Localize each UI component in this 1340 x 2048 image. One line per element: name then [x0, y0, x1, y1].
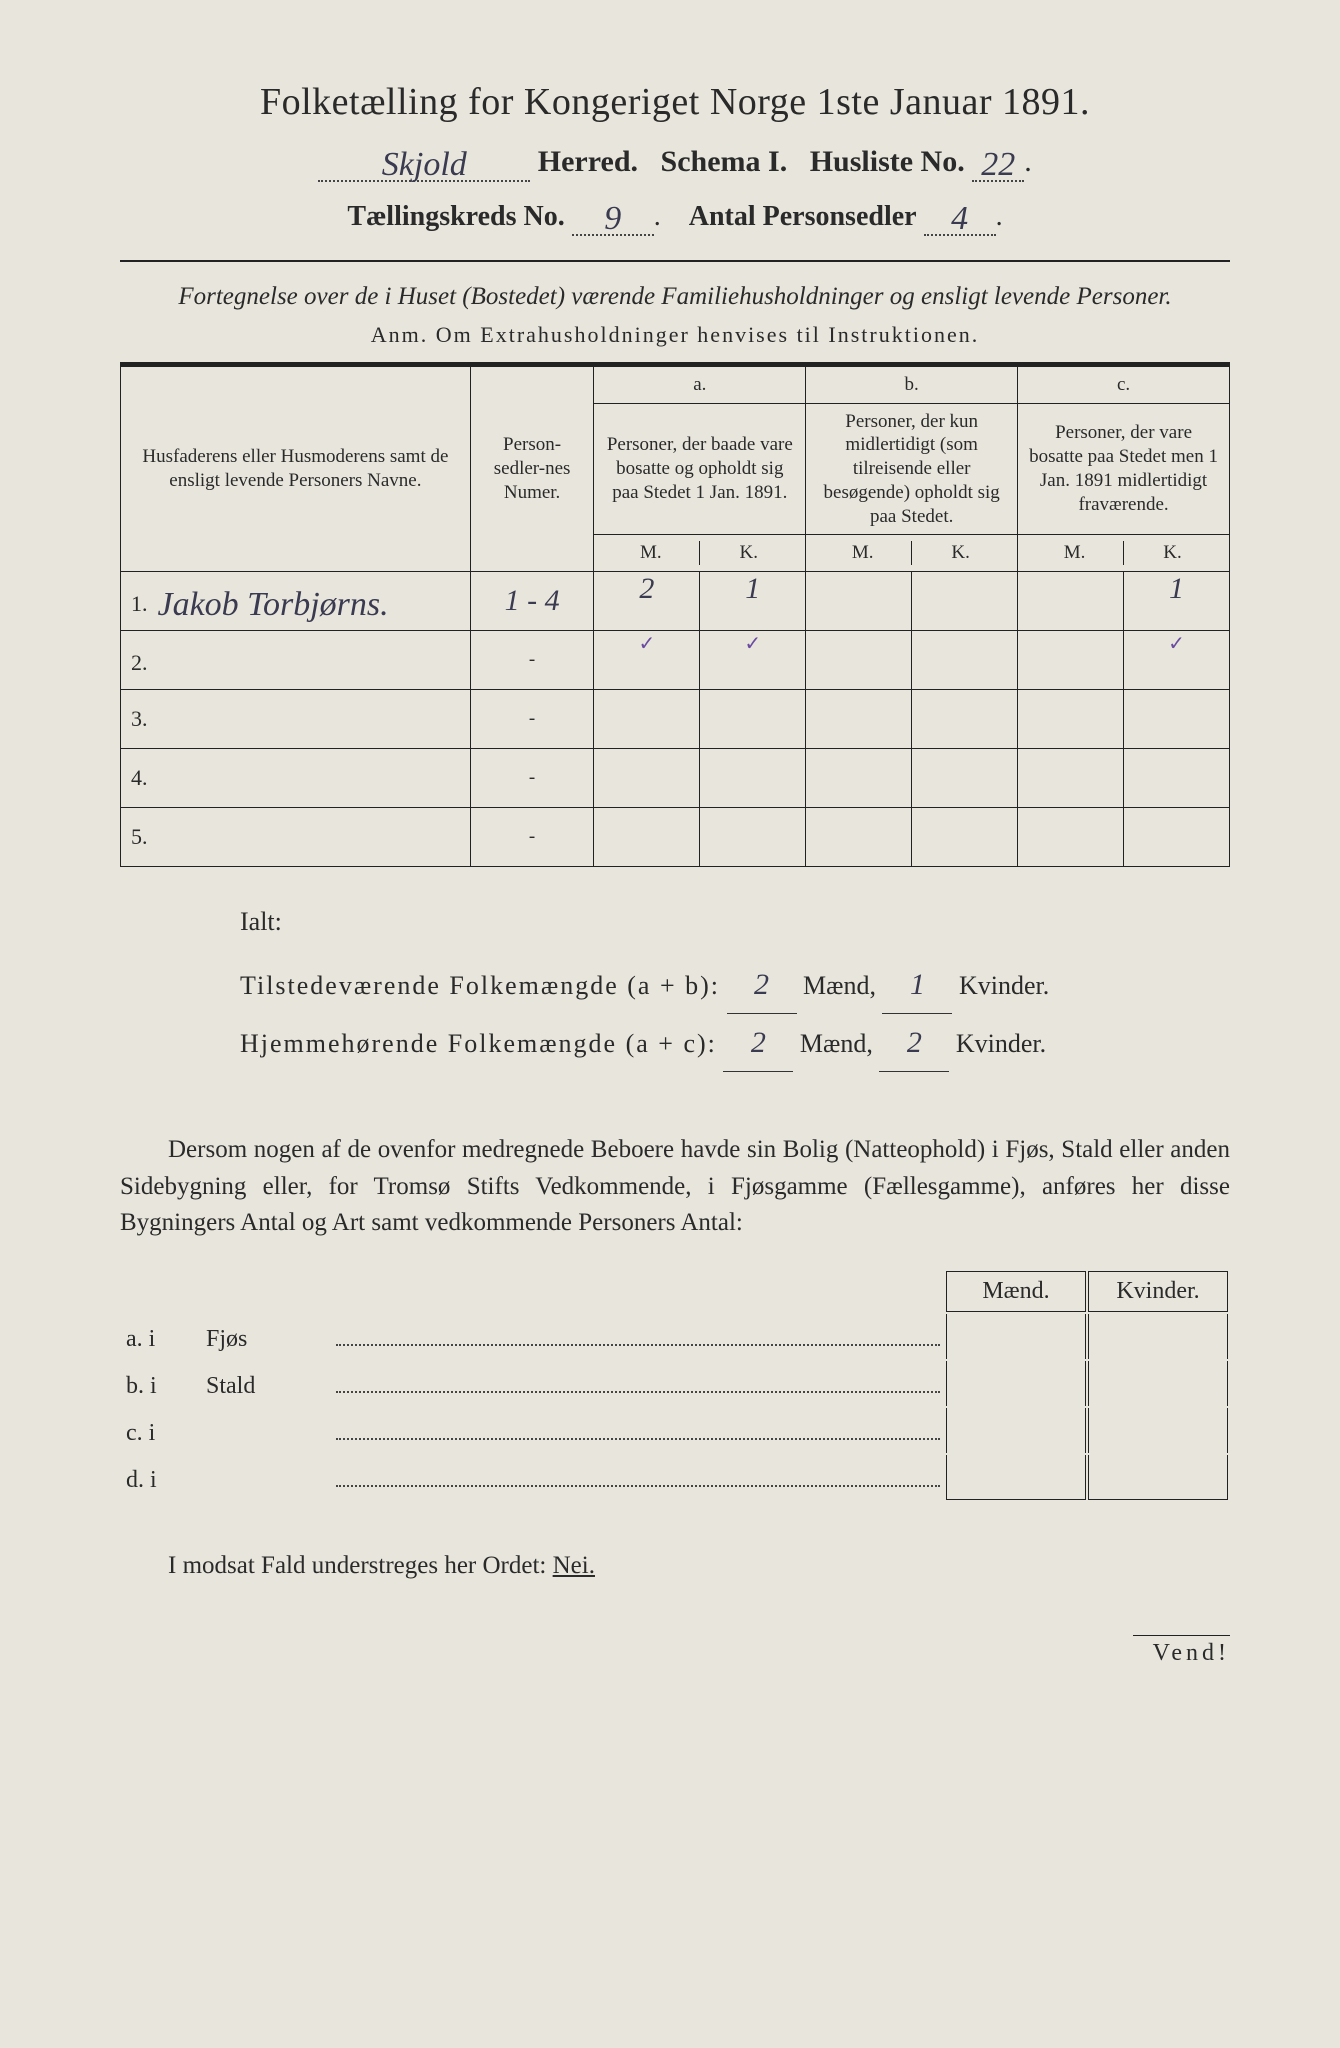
building-table: Mænd. Kvinder. a. i Fjøs b. i Stald c. i…	[120, 1269, 1230, 1502]
vend-label: Vend!	[120, 1640, 1230, 1667]
husliste-label: Husliste No.	[810, 145, 965, 178]
table-row: 5. -	[121, 808, 1230, 867]
col-a-mk: M.K.	[594, 535, 806, 572]
col-c-desc: Personer, der vare bosatte paa Stedet me…	[1018, 403, 1230, 535]
subtitle: Fortegnelse over de i Huset (Bostedet) v…	[120, 280, 1230, 314]
antal-label: Antal Personsedler	[689, 201, 917, 232]
totals-line-1: Tilstedeværende Folkemængde (a + b): 2 M…	[240, 956, 1230, 1014]
col-numer-head: Person-sedler-nes Numer.	[470, 366, 594, 571]
col-c-mk: M.K.	[1018, 535, 1230, 572]
nei-word: Nei.	[553, 1552, 595, 1579]
table-row: 4. -	[121, 749, 1230, 808]
col-a-head: a.	[594, 366, 806, 403]
anm-note: Anm. Om Extrahusholdninger henvises til …	[120, 322, 1230, 348]
kreds-value: 9	[604, 200, 621, 237]
husliste-value: 22	[981, 146, 1015, 183]
schema-label: Schema I.	[661, 145, 788, 178]
col-c-head: c.	[1018, 366, 1230, 403]
building-paragraph: Dersom nogen af de ovenfor medregnede Be…	[120, 1132, 1230, 1241]
herred-label: Herred.	[538, 145, 638, 178]
side-row: c. i	[122, 1408, 1228, 1453]
side-row: a. i Fjøs	[122, 1314, 1228, 1359]
census-table: Husfaderens eller Husmoderens samt de en…	[120, 366, 1230, 867]
maend-head: Mænd.	[946, 1271, 1086, 1312]
col-b-mk: M.K.	[806, 535, 1018, 572]
kreds-label: Tællingskreds No.	[347, 201, 564, 232]
herred-value: Skjold	[382, 146, 467, 183]
table-row: 2. - ✓✓ ✓	[121, 631, 1230, 690]
kvinder-head: Kvinder.	[1088, 1271, 1228, 1312]
page-title: Folketælling for Kongeriget Norge 1ste J…	[120, 80, 1230, 124]
col-names-head: Husfaderens eller Husmoderens samt de en…	[121, 366, 471, 571]
ialt-label: Ialt:	[240, 897, 1230, 946]
col-a-desc: Personer, der baade vare bosatte og opho…	[594, 403, 806, 535]
table-row: 1.Jakob Torbjørns. 1 - 4 21 1	[121, 572, 1230, 631]
side-row: d. i	[122, 1455, 1228, 1500]
header-line-3: Tællingskreds No. 9. Antal Personsedler …	[120, 196, 1230, 236]
person-name: Jakob Torbjørns.	[158, 586, 389, 623]
nei-line: I modsat Fald understreges her Ordet: Ne…	[120, 1552, 1230, 1580]
table-row: 3. -	[121, 690, 1230, 749]
antal-value: 4	[951, 200, 968, 237]
col-b-head: b.	[806, 366, 1018, 403]
col-b-desc: Personer, der kun midlertidigt (som tilr…	[806, 403, 1018, 535]
header-line-2: Skjold Herred. Schema I. Husliste No. 22…	[120, 142, 1230, 182]
totals-block: Ialt: Tilstedeværende Folkemængde (a + b…	[240, 897, 1230, 1072]
totals-line-2: Hjemmehørende Folkemængde (a + c): 2 Mæn…	[240, 1014, 1230, 1072]
side-row: b. i Stald	[122, 1361, 1228, 1406]
divider	[120, 260, 1230, 262]
